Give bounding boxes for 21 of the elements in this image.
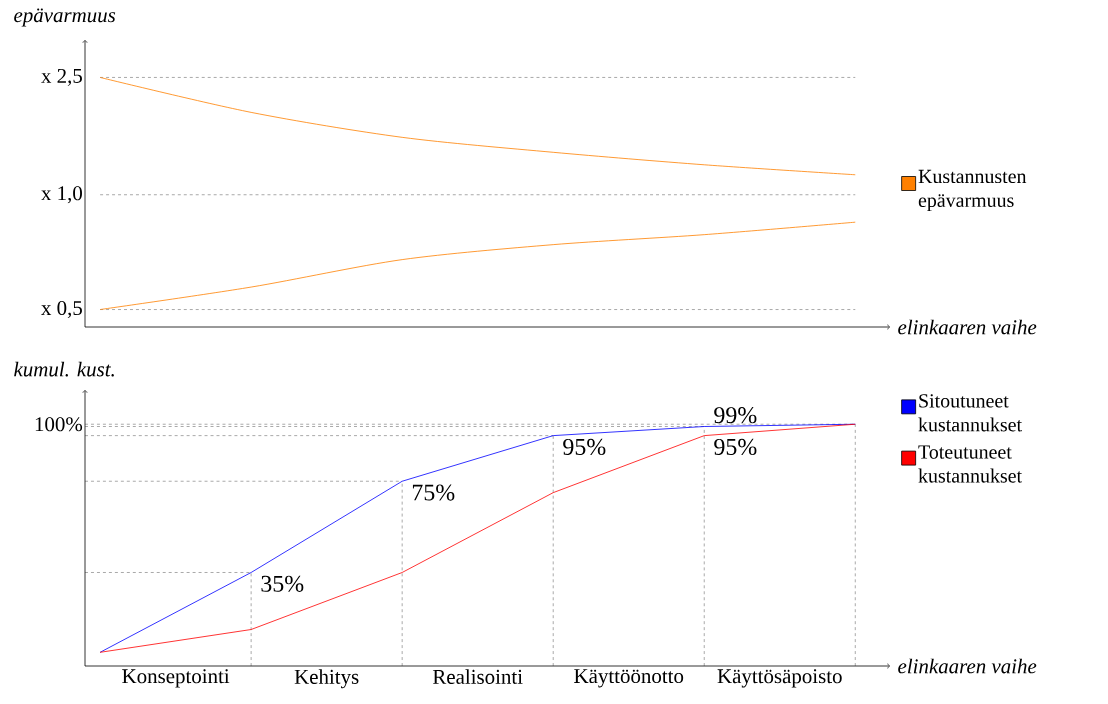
x-axis-title: elinkaaren vaihe (898, 658, 1037, 674)
text: Kehitys (294, 669, 359, 689)
y-axis-title: kumul. kust. (14, 361, 114, 377)
data-label: 35% (261, 575, 304, 592)
ref-line-label: x 1,0 (41, 186, 82, 204)
legend-label: Sitoutuneet kustannukset (918, 394, 1022, 432)
data-label: 75% (412, 484, 455, 501)
data-label: 95% (714, 438, 757, 456)
text: Konseptointi (122, 669, 230, 688)
ref-line-label: x 0,5 (41, 300, 82, 319)
legend-label: Kustannusten epävarmuus (918, 169, 1027, 212)
text: Käyttöönotto (574, 669, 684, 688)
text: Käyttösäpoisto (717, 669, 842, 688)
text: Realisointi (432, 669, 523, 684)
ref-line-label: x 2,5 (41, 68, 82, 86)
y-axis-title: epävarmuus (14, 8, 116, 27)
data-label: 99% (714, 407, 757, 424)
data-label: 95% (563, 438, 606, 456)
legend-label: Toteutuneet kustannukset (918, 445, 1022, 483)
x-axis-title: elinkaaren vaihe (898, 319, 1037, 335)
ref-line-label: 100% (35, 417, 83, 432)
